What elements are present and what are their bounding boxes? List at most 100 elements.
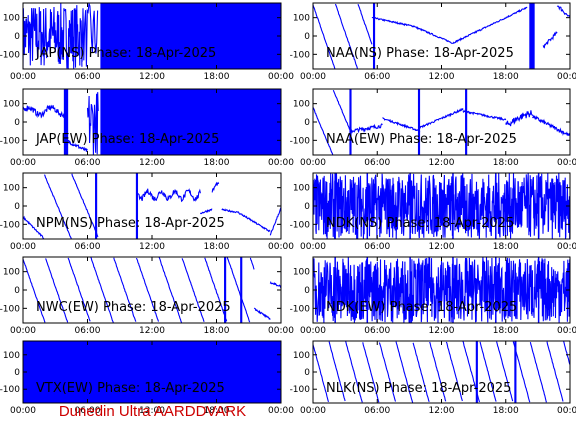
x-tick-label: 00:00: [557, 72, 576, 82]
x-tick-label: 18:00: [493, 242, 519, 252]
dense-data-block: [372, 3, 376, 69]
y-tick-label: 0: [304, 368, 310, 378]
phase-trace: [23, 341, 281, 403]
y-tick-label: 100: [3, 351, 20, 361]
x-tick-label: 12:00: [139, 406, 165, 416]
x-tick-label: 12:00: [429, 326, 455, 336]
x-tick-label: 00:00: [557, 406, 576, 416]
x-tick-label: 00:00: [10, 158, 36, 168]
x-tick-label: 00:00: [557, 326, 576, 336]
y-tick-label: -100: [290, 220, 311, 230]
dense-data-block: [514, 341, 517, 403]
x-tick-label: 00:00: [268, 406, 294, 416]
panel-title: NAA(NS) Phase: 18-Apr-2025: [326, 46, 514, 61]
x-tick-label: 18:00: [493, 326, 519, 336]
phase-trace: [313, 257, 570, 323]
phase-trace-group: [23, 173, 281, 239]
panel-title: NLK(NS) Phase: 18-Apr-2025: [326, 381, 511, 396]
phase-trace-group: [313, 89, 570, 155]
phase-trace-group: [23, 3, 281, 69]
y-tick-label: -100: [0, 304, 20, 314]
y-tick-label: -100: [0, 50, 20, 60]
panel-title: NPM(NS) Phase: 18-Apr-2025: [36, 216, 225, 231]
y-tick-label: 0: [304, 202, 310, 212]
x-tick-label: 12:00: [429, 406, 455, 416]
phase-trace: [313, 89, 570, 155]
x-tick-label: 00:00: [10, 242, 36, 252]
x-tick-label: 00:00: [300, 326, 326, 336]
y-tick-label: 100: [293, 100, 310, 110]
phase-trace: [313, 341, 570, 403]
y-tick-label: 0: [14, 368, 20, 378]
x-tick-label: 12:00: [429, 242, 455, 252]
panel-6: 100 0 -100 00:00 06:00 12:00 18:00 00:00 NDK(NS)…: [290, 172, 576, 252]
x-tick-label: 12:00: [429, 72, 455, 82]
x-tick-label: 00:00: [10, 406, 36, 416]
panel-title: NAA(EW) Phase: 18-Apr-2025: [326, 132, 517, 147]
phase-trace-group: [23, 89, 281, 155]
y-tick-label: 100: [3, 184, 20, 194]
panel-3: 100 0 -100 00:00 06:00 12:00 18:00 00:00 JAP(EW)…: [0, 88, 294, 168]
y-tick-label: 0: [14, 32, 20, 42]
y-tick-label: 100: [293, 14, 310, 24]
x-tick-label: 00:00: [268, 326, 294, 336]
y-tick-label: 100: [3, 14, 20, 24]
dense-data-block: [224, 257, 227, 323]
x-tick-label: 18:00: [204, 158, 230, 168]
dense-data-block: [465, 89, 468, 155]
y-tick-label: 0: [14, 118, 20, 128]
phase-trace: [313, 3, 570, 69]
dense-data-block: [529, 3, 535, 69]
y-tick-label: 100: [3, 100, 20, 110]
y-tick-label: 100: [293, 268, 310, 278]
x-tick-label: 06:00: [75, 242, 101, 252]
dense-data-block: [100, 3, 281, 69]
x-tick-label: 00:00: [10, 326, 36, 336]
x-tick-label: 18:00: [204, 406, 230, 416]
x-tick-label: 18:00: [493, 72, 519, 82]
phase-trace: [313, 173, 570, 239]
x-tick-label: 00:00: [268, 242, 294, 252]
y-tick-label: -100: [290, 385, 311, 395]
x-tick-label: 12:00: [139, 326, 165, 336]
x-tick-label: 06:00: [364, 242, 390, 252]
panel-7: 100 0 -100 00:00 06:00 12:00 18:00 00:00 NWC(EW)…: [0, 256, 294, 336]
phase-trace-group: [313, 341, 570, 403]
dense-data-block: [240, 257, 243, 323]
dense-data-block: [475, 341, 478, 403]
y-tick-label: -100: [0, 136, 20, 146]
x-tick-label: 18:00: [204, 72, 230, 82]
panel-5: 100 0 -100 00:00 06:00 12:00 18:00 00:00 NPM(NS)…: [0, 172, 294, 252]
y-tick-label: -100: [0, 385, 20, 395]
x-tick-label: 00:00: [268, 72, 294, 82]
phase-trace: [23, 257, 281, 323]
phase-trace-group: [23, 341, 281, 403]
dense-data-block: [409, 257, 411, 323]
x-tick-label: 12:00: [139, 158, 165, 168]
y-tick-label: 0: [14, 286, 20, 296]
y-tick-label: 0: [14, 202, 20, 212]
x-tick-label: 12:00: [139, 242, 165, 252]
x-tick-label: 18:00: [204, 242, 230, 252]
x-tick-label: 12:00: [429, 158, 455, 168]
y-tick-label: -100: [290, 304, 311, 314]
dense-data-block: [417, 89, 421, 155]
x-tick-label: 18:00: [204, 326, 230, 336]
x-tick-label: 00:00: [300, 72, 326, 82]
panel-title: JAP(NS) Phase: 18-Apr-2025: [35, 46, 216, 61]
dense-data-block: [135, 173, 139, 239]
x-tick-label: 00:00: [300, 158, 326, 168]
x-tick-label: 06:00: [364, 406, 390, 416]
x-tick-label: 06:00: [364, 72, 390, 82]
phase-trace-group: [313, 3, 570, 69]
footer-label: Dunedin Ultra AARDDVARK: [58, 403, 247, 420]
panel-10: 1000-10000:0006:0012:0018:0000:00NLK(NS)…: [290, 340, 576, 416]
y-tick-label: 0: [304, 286, 310, 296]
dense-data-block: [349, 89, 352, 155]
panel-1: 100 0 -100 00:00 06:00 12:00 18:00 00:00 JAP(NS)…: [0, 2, 294, 82]
x-tick-label: 06:00: [75, 158, 101, 168]
phase-trace: [23, 92, 99, 155]
panel-2: 100 0 -100 00:00 06:00 12:00 18:00 00:00 NAA(NS)…: [290, 2, 576, 82]
y-tick-label: -100: [290, 136, 311, 146]
